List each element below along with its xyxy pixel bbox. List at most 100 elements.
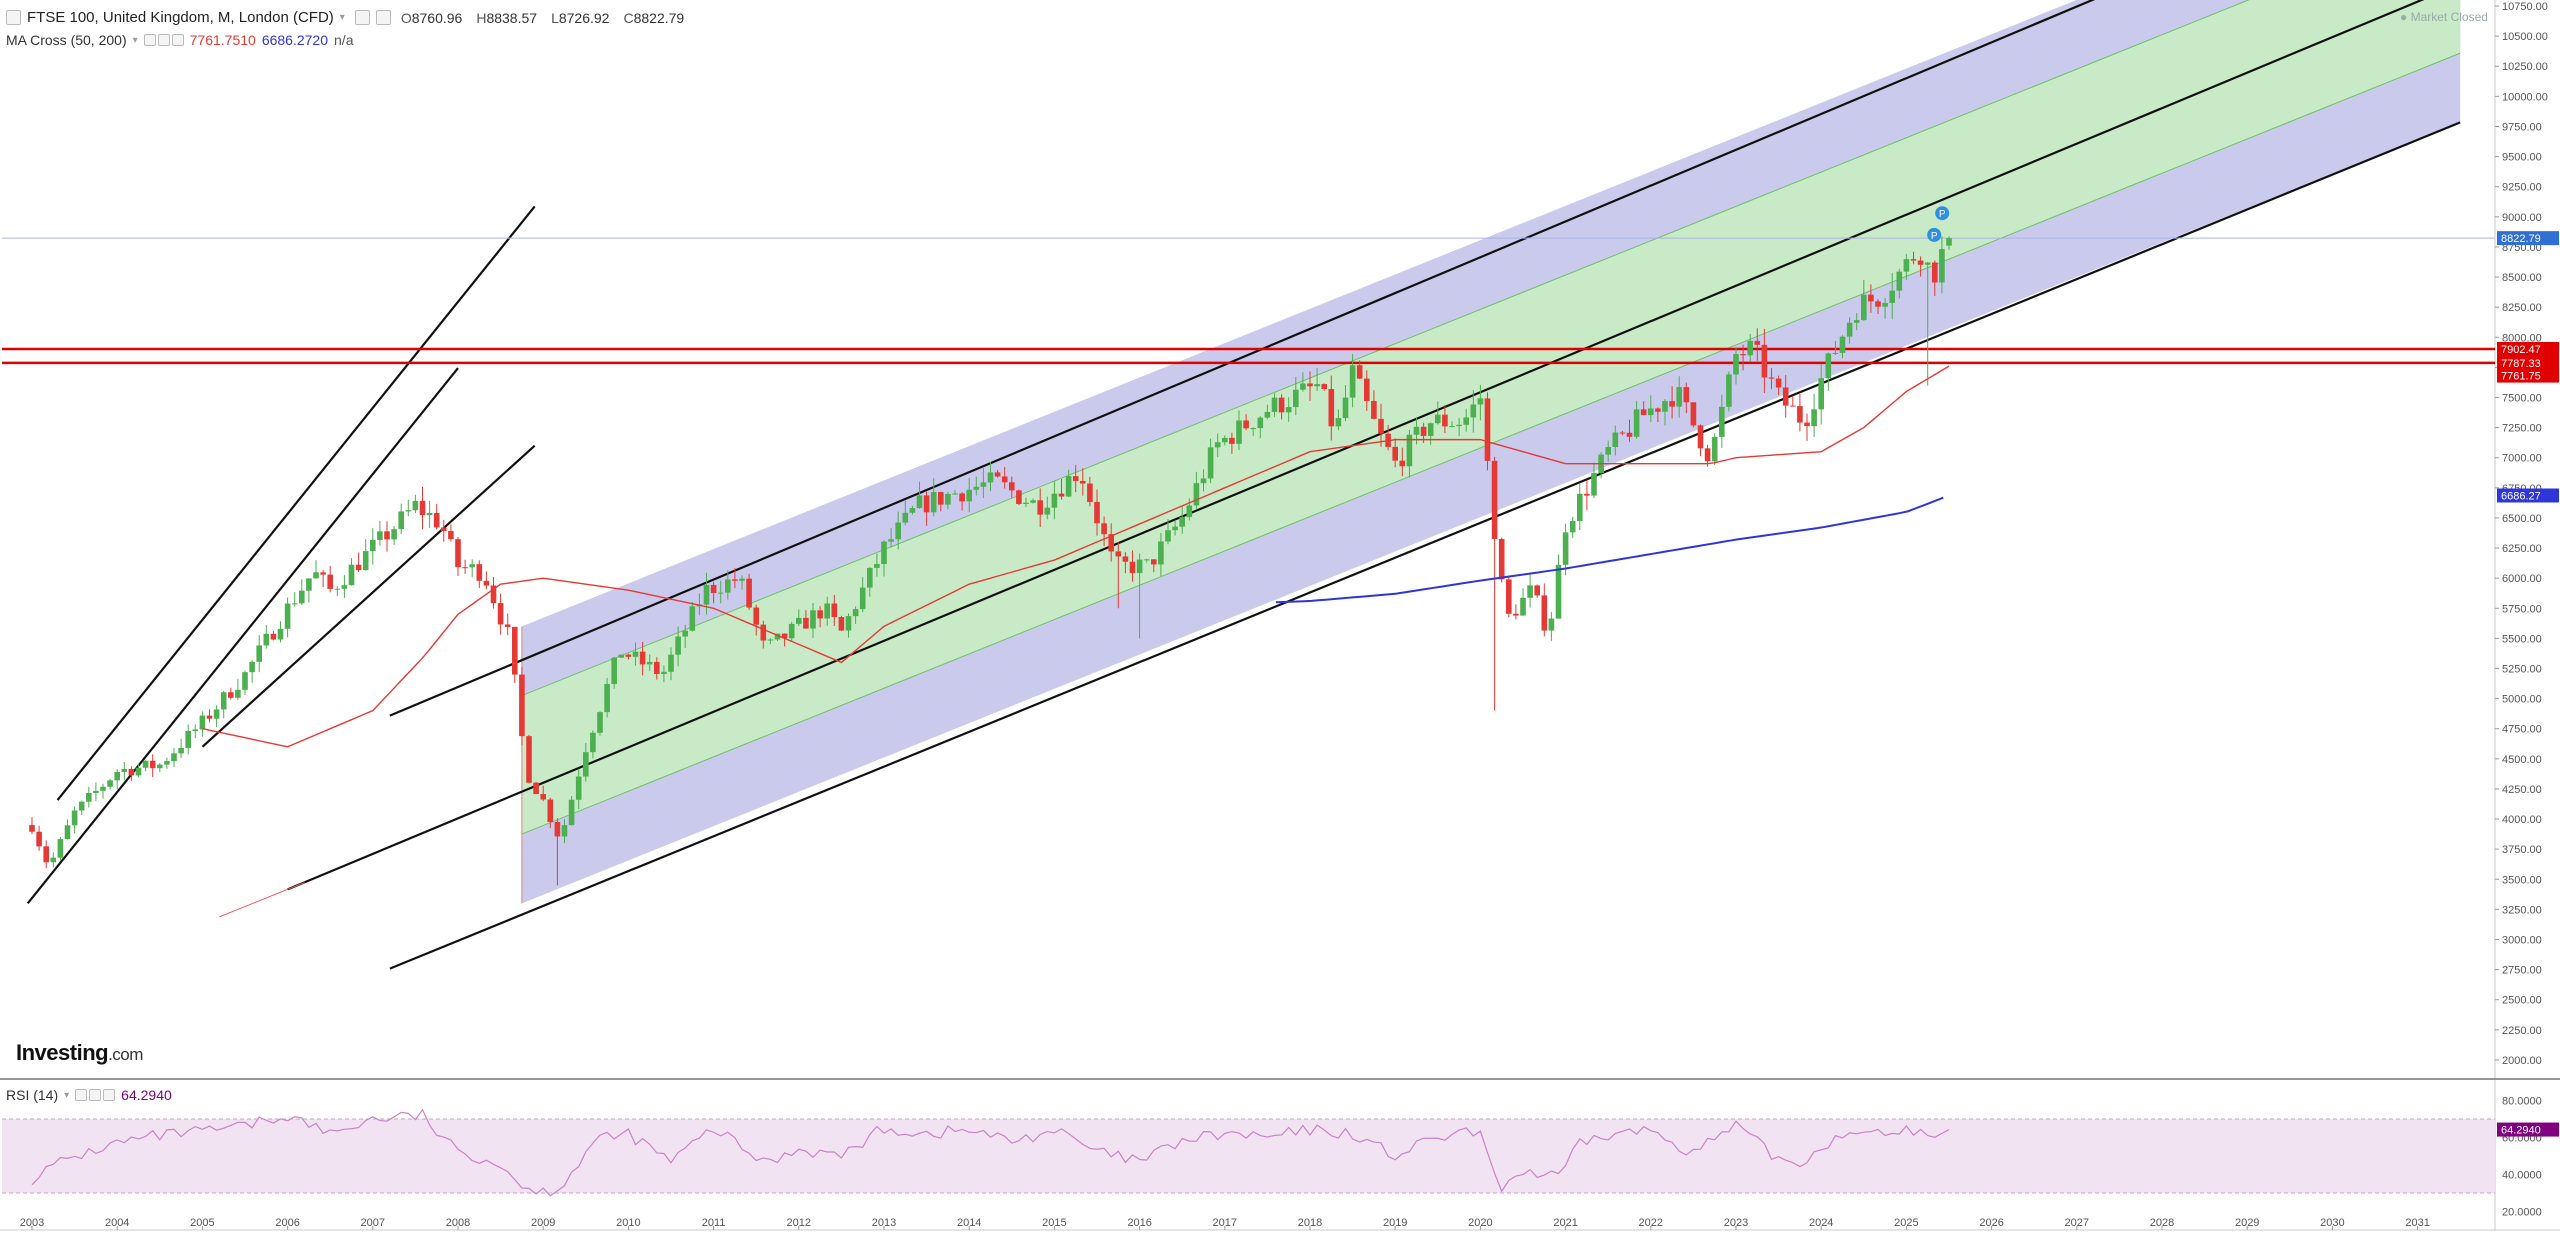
candle-body [561,825,568,837]
chevron-down-icon[interactable]: ▾ [132,34,138,46]
candle-body [710,584,717,594]
candle-body [1030,500,1036,503]
price-tick-label: 9500.00 [2502,152,2542,164]
candle-body [1648,408,1654,416]
candle-body [881,541,887,565]
candle-body [1768,377,1775,379]
price-tick-label: 9750.00 [2502,121,2542,133]
candle-body [1669,401,1675,407]
eye-icon[interactable] [143,34,156,46]
price-tick-label: 4000.00 [2502,814,2542,826]
ma-indicator-name: MA Cross (50, 200) [6,32,127,48]
candle-body [1392,446,1398,461]
candle-body [1853,320,1860,323]
candle-body [1314,384,1320,387]
last-price-tag: 8822.79 [2501,233,2541,245]
time-tick-label: 2029 [2235,1217,2259,1229]
candle-body [895,522,901,540]
candle-body [206,715,213,719]
candle-body [1676,387,1682,407]
candle-body [50,857,57,863]
candle-body [1513,613,1519,616]
candle-body [1229,437,1235,444]
candle-body [597,712,603,733]
candle-body [1179,517,1185,527]
symbol-title: FTSE 100, United Kingdom, M, London (CFD… [27,9,334,26]
candle-body [1470,404,1477,418]
candle-body [867,567,873,588]
collapse-icon[interactable] [6,10,21,25]
close-icon[interactable] [103,1089,116,1101]
early-channel-upper [56,205,536,801]
settings-icon[interactable] [375,10,391,25]
eye-icon[interactable] [354,10,370,25]
candle-body [689,606,696,631]
rsi-line [31,1108,1950,1197]
candle-body [1129,561,1136,574]
price-tick-label: 3250.00 [2502,904,2542,916]
price-tick-label: 5500.00 [2502,633,2542,645]
candle-body [306,578,312,591]
resistance-low-tag: 7787.33 [2501,358,2541,370]
candle-body [320,572,326,575]
candle-body [299,590,305,604]
candle-body [646,661,653,665]
candle-body [1413,426,1420,435]
candle-body [1747,340,1753,356]
eye-icon[interactable] [75,1089,88,1101]
candle-body [1193,483,1200,506]
candle-body [270,633,277,640]
candle-body [1328,389,1335,427]
time-tick-label: 2026 [1979,1217,2003,1229]
candle-body [178,747,184,754]
candle-body [1569,521,1576,533]
time-tick-label: 2018 [1298,1217,1322,1229]
candle-body [1293,389,1299,408]
candle-body [902,512,909,523]
candle-body [362,551,369,571]
candle-body [426,513,433,516]
time-tick-label: 2022 [1639,1217,1663,1229]
candle-body [1427,423,1434,436]
candle-body [533,782,539,795]
candle-body [284,603,291,629]
candle-body [1498,538,1505,580]
candle-body [142,760,149,768]
candle-body [874,564,880,568]
candle-body [256,645,262,662]
candle-body [1541,595,1548,631]
pivot-marker-icon[interactable] [1927,227,1942,242]
open-value: 8760.96 [411,9,463,26]
chevron-down-icon[interactable]: ▾ [64,1089,70,1101]
candle-body [1484,398,1491,461]
candle-body [398,511,404,530]
candle-body [242,672,248,690]
price-tick-label: 5000.00 [2502,694,2542,706]
candle-body [377,531,383,540]
regression-inner-lower-line [521,52,2461,835]
candle-body [1591,473,1597,496]
candle-body [313,572,319,579]
market-status-text: Market Closed [2410,10,2488,24]
candle-body [370,539,376,552]
regression-inner-band [521,0,2461,835]
candle-body [341,585,348,589]
candle-body [327,574,333,589]
settings-icon[interactable] [89,1089,102,1101]
candle-body [1775,378,1782,388]
candle-body [1335,418,1342,427]
price-tick-label: 4250.00 [2502,784,2542,796]
settings-icon[interactable] [157,34,170,46]
chevron-down-icon[interactable]: ▾ [339,12,345,23]
candle-body [469,564,475,568]
pivot-marker-icon[interactable] [1935,206,1950,221]
candle-body [1804,422,1810,427]
time-tick-label: 2025 [1894,1217,1918,1229]
close-icon[interactable] [171,34,184,46]
candle-body [504,624,511,627]
candle-body [213,709,220,719]
candle-body [334,588,341,590]
candle-body [703,584,710,605]
